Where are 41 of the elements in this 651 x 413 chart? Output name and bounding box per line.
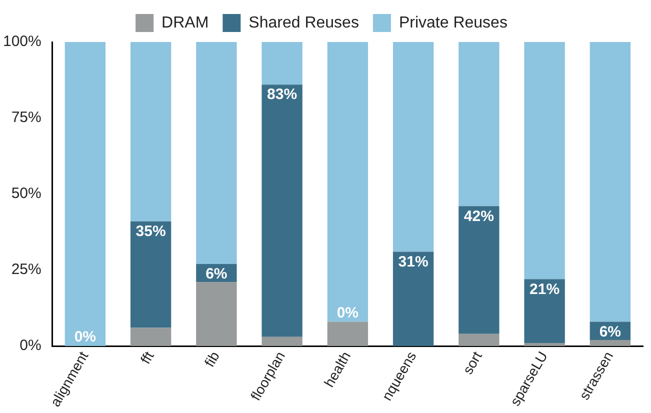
y-tick-label: 50% (11, 185, 42, 202)
bar (327, 42, 368, 322)
annotation: 0% (74, 328, 96, 346)
data-label: 6% (599, 323, 622, 340)
bar (590, 42, 631, 322)
bar (130, 221, 172, 328)
y-tick-label: 75% (11, 109, 42, 126)
y-tick-label: 0% (20, 337, 42, 354)
bar (524, 279, 565, 343)
legend-label: DRAM (162, 14, 209, 32)
bar (458, 334, 500, 346)
data-label: 21% (530, 280, 560, 298)
legend-label: Private Reuses (398, 14, 508, 32)
bar (196, 282, 237, 346)
bar (458, 206, 500, 334)
x-tick-label: fft (137, 348, 157, 367)
data-label: 42% (464, 208, 494, 225)
bar (524, 42, 565, 280)
bar (524, 342, 565, 346)
bar (392, 252, 434, 346)
x-tick-label: sort (459, 348, 485, 377)
y-tick-label: 100% (2, 33, 42, 50)
bar (590, 340, 631, 346)
bar (130, 42, 172, 222)
bar (130, 328, 172, 346)
bar (262, 84, 302, 337)
data-label: 31% (398, 253, 428, 270)
data-label: 35% (136, 223, 166, 240)
bar (392, 42, 434, 252)
bar (262, 336, 302, 346)
data-label: 83% (267, 86, 298, 104)
data-label: 6% (206, 266, 228, 283)
bar (327, 322, 368, 346)
annotation: 0% (336, 304, 359, 322)
bar (196, 42, 237, 264)
x-tick-label: fib (201, 348, 222, 370)
bar (262, 42, 302, 85)
legend-label: Shared Reuses (248, 14, 359, 32)
bar (458, 42, 500, 206)
bar (64, 42, 106, 346)
y-tick-label: 25% (11, 261, 42, 278)
